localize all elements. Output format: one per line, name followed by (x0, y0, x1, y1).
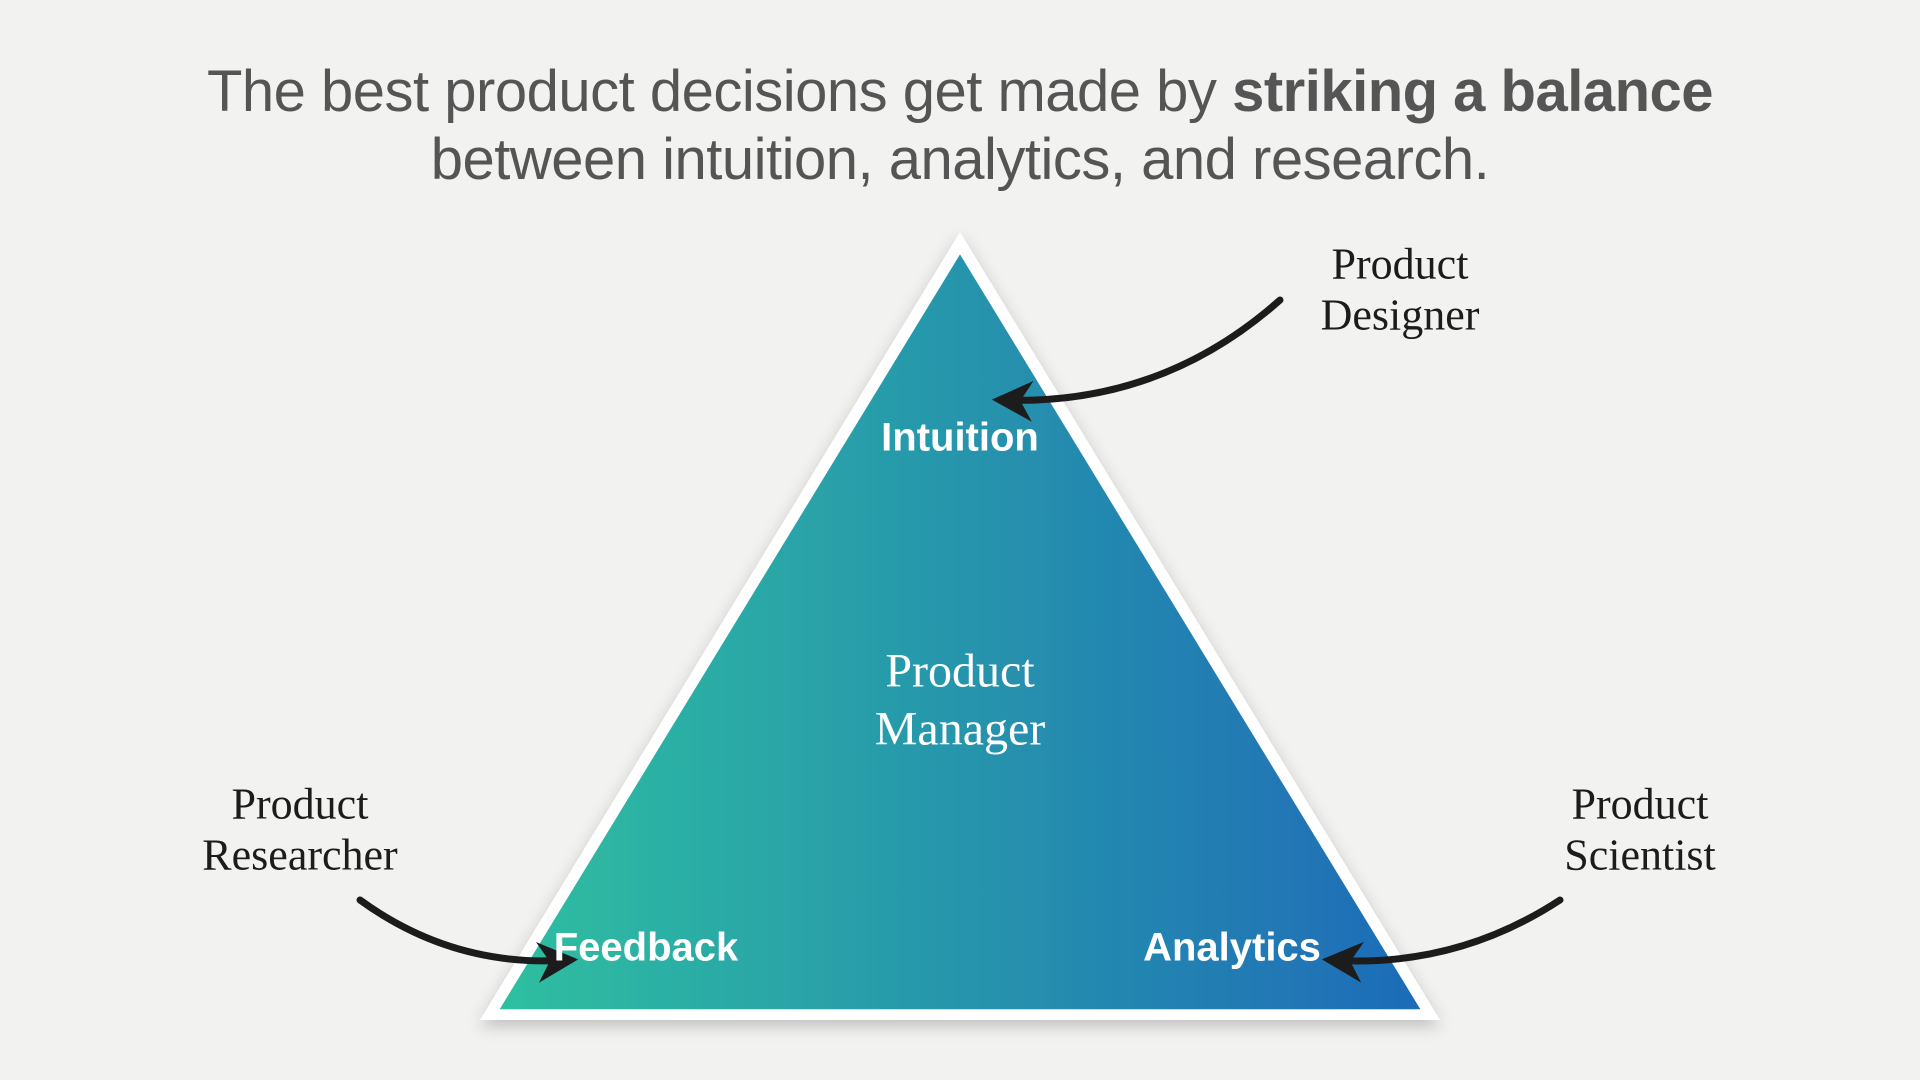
headline-suffix: between intuition, analytics, and resear… (431, 127, 1490, 192)
role-researcher-line2: Researcher (202, 830, 397, 879)
role-product-designer: Product Designer (1321, 239, 1480, 340)
center-line2: Manager (875, 702, 1046, 755)
role-scientist-line1: Product (1572, 779, 1709, 828)
arrow-product-designer (1000, 300, 1280, 400)
headline-bold: striking a balance (1232, 59, 1713, 124)
role-product-researcher: Product Researcher (202, 779, 397, 880)
arrows-group (360, 300, 1560, 961)
role-designer-line1: Product (1332, 239, 1469, 288)
role-researcher-line1: Product (232, 779, 369, 828)
headline: The best product decisions get made by s… (110, 58, 1810, 195)
corner-feedback: Feedback (554, 926, 739, 971)
role-product-scientist: Product Scientist (1564, 779, 1716, 880)
role-designer-line2: Designer (1321, 290, 1480, 339)
center-line1: Product (885, 644, 1034, 697)
triangle-fill (500, 254, 1421, 1009)
corner-analytics: Analytics (1143, 926, 1321, 971)
role-scientist-line2: Scientist (1564, 830, 1716, 879)
center-product-manager: Product Manager (875, 642, 1046, 757)
triangle-group (480, 232, 1440, 1020)
arrow-product-researcher (360, 900, 570, 961)
triangle-outline (480, 232, 1440, 1020)
arrow-product-scientist (1330, 900, 1560, 961)
corner-intuition: Intuition (881, 416, 1039, 461)
headline-prefix: The best product decisions get made by (207, 59, 1232, 124)
